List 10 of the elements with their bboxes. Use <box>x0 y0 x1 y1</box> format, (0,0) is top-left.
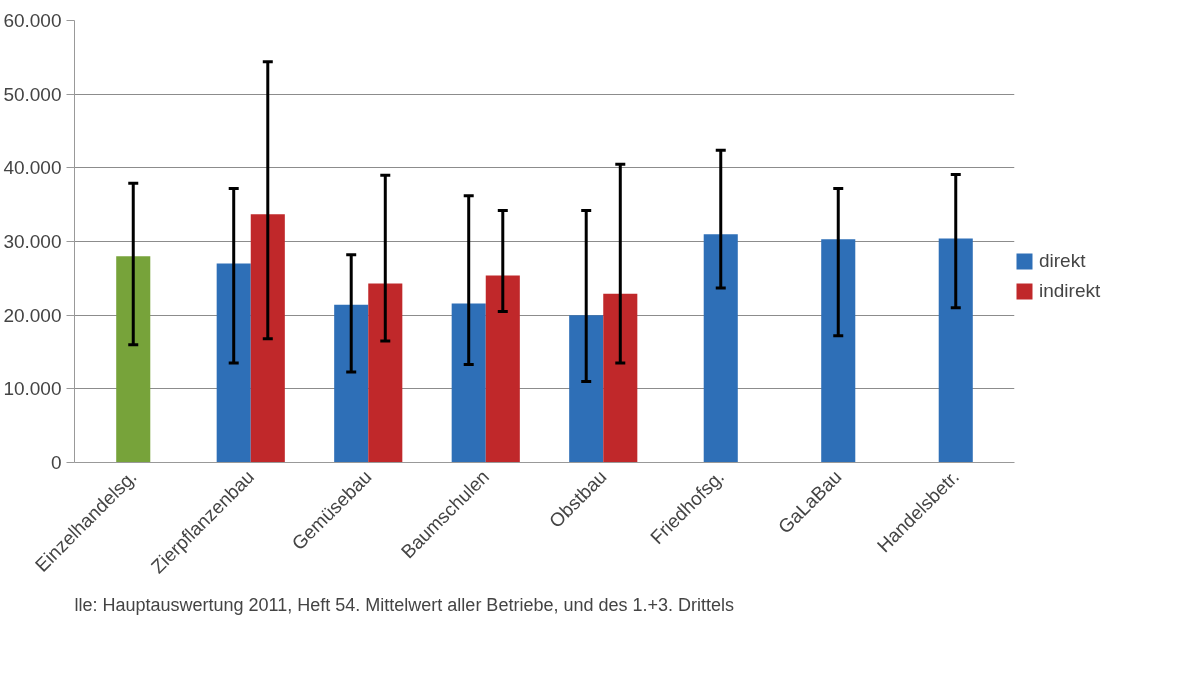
y-tick-label: 30.000 <box>3 231 62 252</box>
legend-label: direkt <box>1039 250 1086 272</box>
y-tick-label: 50.000 <box>3 83 62 105</box>
legend-label: indirekt <box>1039 280 1101 302</box>
text: lle: Hauptauswertung 2011, Heft 54. Mittelwert aller Betriebe, und des 1.+3. Drittels <box>74 594 735 615</box>
y-tick-label: 20.000 <box>3 304 62 326</box>
y-tick-label: 40.000 <box>3 157 62 179</box>
y-tick-label: 60.000 <box>3 10 62 31</box>
y-tick-label: 0 <box>50 452 62 473</box>
y-tick-label: 10.000 <box>3 378 62 400</box>
